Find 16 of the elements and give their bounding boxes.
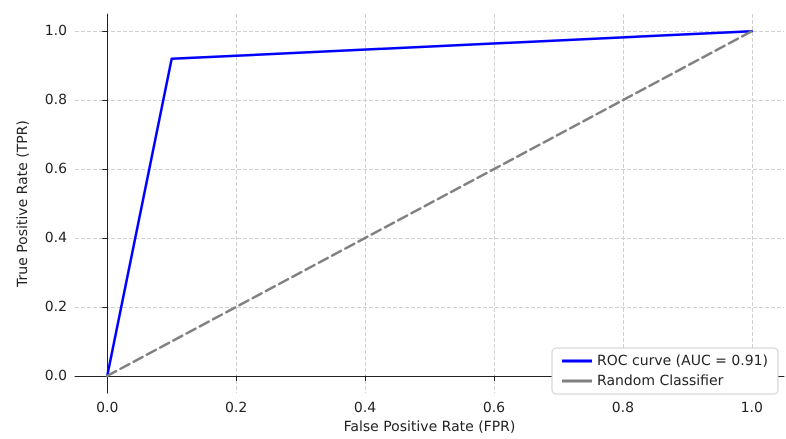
y-tick-label: 0.0 xyxy=(44,368,67,384)
x-tick-label: 0.0 xyxy=(96,400,118,416)
y-tick-label: 0.8 xyxy=(44,92,67,108)
x-tick-label: 0.8 xyxy=(612,400,634,416)
x-axis-title: False Positive Rate (FPR) xyxy=(344,419,516,435)
x-tick-label: 0.4 xyxy=(354,400,376,416)
x-tick-label: 0.6 xyxy=(482,400,506,416)
y-tick-label: 0.4 xyxy=(44,230,68,246)
y-tick-label: 1.0 xyxy=(44,23,67,40)
legend-label: ROC curve (AUC = 0.91) xyxy=(597,353,768,369)
y-tick-label: 0.6 xyxy=(44,161,68,178)
y-axis-title: True Positive Rate (TPR) xyxy=(15,120,31,288)
y-tick-label: 0.2 xyxy=(44,298,67,315)
x-tick-label: 1.0 xyxy=(740,400,763,416)
legend-label: Random Classifier xyxy=(597,373,724,389)
x-tick-label: 0.2 xyxy=(225,400,248,416)
